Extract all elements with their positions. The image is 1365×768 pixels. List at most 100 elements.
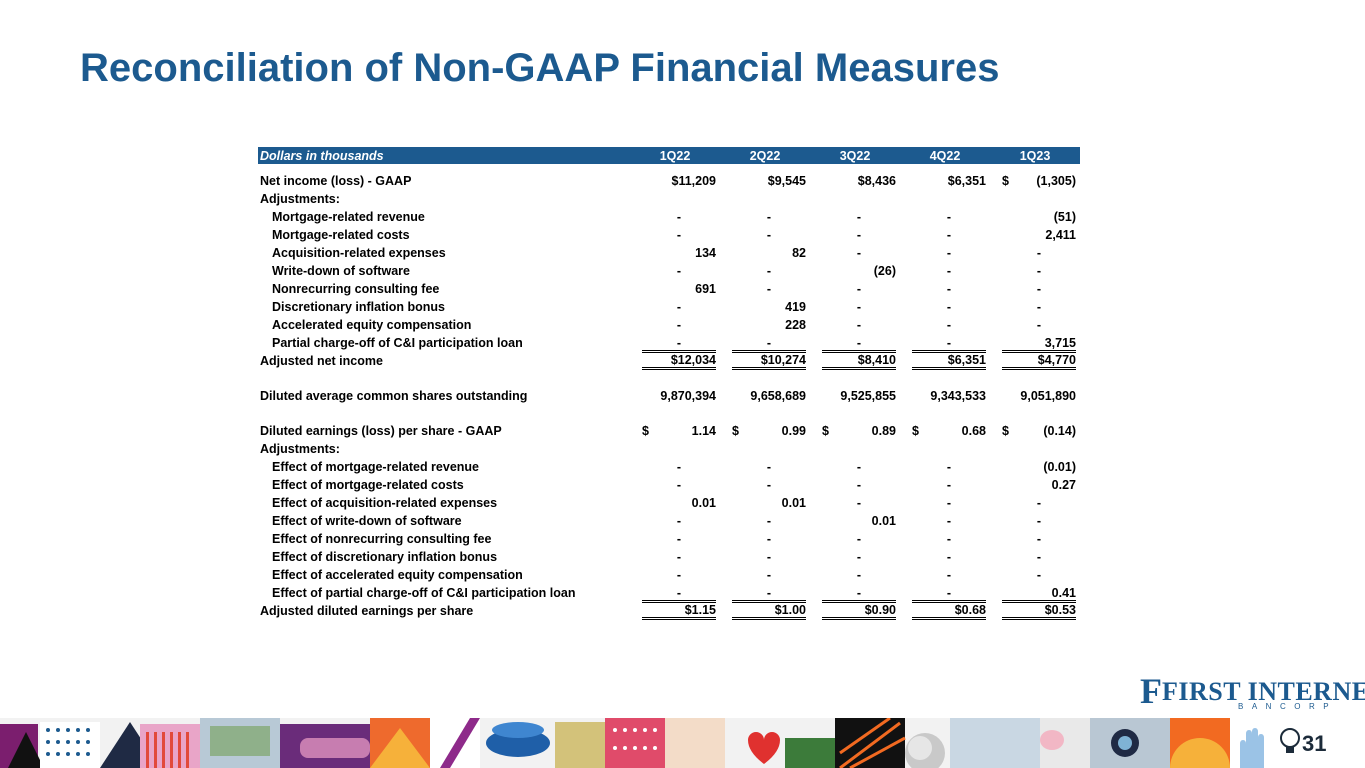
logo-mark: F (1140, 671, 1162, 711)
value-cell: - (720, 458, 810, 476)
value-cell: - (900, 584, 990, 602)
row-label: Mortgage-related costs (272, 228, 410, 242)
value-cell: - (720, 548, 810, 566)
cell-value: (0.01) (1043, 460, 1076, 474)
page-title: Reconciliation of Non-GAAP Financial Mea… (80, 46, 1000, 90)
value-cell: - (720, 584, 810, 602)
value-cell: - (630, 226, 720, 244)
value-cell: - (990, 494, 1080, 512)
cell-value: $0.68 (954, 603, 986, 617)
row-label: Effect of partial charge-off of C&I part… (272, 586, 576, 600)
table-row: Effect of acquisition-related expenses 0.… (258, 494, 1080, 512)
value-cell: $6,351 (900, 172, 990, 190)
column-header: 1Q22 (630, 147, 720, 164)
cell-value: - (766, 282, 772, 296)
value-cell: - (990, 566, 1080, 584)
dollar-sign: $ (822, 424, 829, 438)
value-cell: - (990, 244, 1080, 262)
cell-value: $0.90 (864, 603, 896, 617)
cell-value: - (856, 478, 862, 492)
cell-value: (26) (873, 264, 896, 278)
value-cell: 2,411 (990, 226, 1080, 244)
table-row: Effect of mortgage-related costs - - - - 0.27 (258, 476, 1080, 494)
logo-wordmark: FIRST INTERNET (1162, 677, 1365, 706)
cell-value: - (946, 478, 952, 492)
column-header: 2Q22 (720, 147, 810, 164)
value-cell: - (630, 208, 720, 226)
cell-value: - (946, 318, 952, 332)
table-row: Mortgage-related costs - - - - 2,411 (258, 226, 1080, 244)
dollar-sign: $ (642, 424, 649, 438)
value-cell: - (720, 262, 810, 280)
value-cell (990, 190, 1080, 208)
cell-value: 134 (695, 246, 716, 260)
row-label: Diluted earnings (loss) per share - GAAP (260, 424, 502, 438)
value-cell: 9,051,890 (990, 387, 1080, 405)
cell-value: 0.89 (871, 424, 896, 438)
cell-value: - (946, 568, 952, 582)
cell-value: 82 (792, 246, 806, 260)
cell-value: - (676, 478, 682, 492)
table-header-row: Dollars in thousands 1Q22 2Q22 3Q22 4Q22… (258, 147, 1080, 164)
value-cell: - (990, 548, 1080, 566)
cell-value: - (676, 228, 682, 242)
table-row: Effect of write-down of software - - 0.01 - - (258, 512, 1080, 530)
value-cell: 82 (720, 244, 810, 262)
cell-value: - (856, 300, 862, 314)
cell-value: $8,410 (857, 353, 896, 367)
value-cell: - (810, 584, 900, 602)
value-cell: $1.14 (630, 422, 720, 440)
cell-value: - (1036, 264, 1042, 278)
value-cell: $0.90 (810, 602, 900, 620)
cell-value: 2,411 (1045, 228, 1076, 242)
cell-value: - (856, 585, 862, 600)
cell-value: - (856, 246, 862, 260)
value-cell: - (630, 262, 720, 280)
cell-value: 9,343,533 (930, 389, 986, 403)
cell-value: - (766, 264, 772, 278)
dollar-sign: $ (732, 424, 739, 438)
value-cell: $6,351 (900, 352, 990, 370)
value-cell: $1.15 (630, 602, 720, 620)
row-label: Adjustments: (260, 192, 340, 206)
cell-value: $6,351 (947, 174, 986, 188)
cell-value: $8,436 (857, 174, 896, 188)
cell-value: - (676, 335, 682, 350)
spacer-row (258, 370, 1080, 387)
page-number: 31 (1302, 731, 1327, 756)
cell-value: - (676, 550, 682, 564)
value-cell: - (720, 530, 810, 548)
row-label: Effect of nonrecurring consulting fee (272, 532, 492, 546)
cell-value: 1.14 (691, 424, 716, 438)
value-cell: $8,410 (810, 352, 900, 370)
value-cell: 9,658,689 (720, 387, 810, 405)
value-cell: - (720, 334, 810, 352)
cell-value: - (766, 335, 772, 350)
cell-value: - (856, 318, 862, 332)
column-header: 1Q23 (990, 147, 1080, 164)
dollar-sign: $ (1002, 174, 1009, 188)
value-cell: $12,034 (630, 352, 720, 370)
cell-value: - (766, 478, 772, 492)
value-cell: - (990, 316, 1080, 334)
value-cell: 0.01 (810, 512, 900, 530)
heart-icon (748, 732, 780, 764)
cell-value: (51) (1053, 210, 1076, 224)
cell-value: - (1036, 282, 1042, 296)
table-row: Effect of nonrecurring consulting fee - - -… (258, 530, 1080, 548)
cell-value: 0.68 (961, 424, 986, 438)
value-cell: - (990, 280, 1080, 298)
dollar-sign: $ (1002, 424, 1009, 438)
value-cell: - (900, 244, 990, 262)
value-cell: - (810, 566, 900, 584)
row-label: Nonrecurring consulting fee (272, 282, 440, 296)
value-cell: $0.99 (720, 422, 810, 440)
value-cell: - (630, 584, 720, 602)
reconciliation-table: Dollars in thousands 1Q22 2Q22 3Q22 4Q22… (258, 147, 1080, 620)
value-cell: 0.01 (720, 494, 810, 512)
table-row: Net income (loss) - GAAP $11,209 $9,545 $8,… (258, 172, 1080, 190)
table-row: Effect of partial charge-off of C&I part… (258, 584, 1080, 602)
row-label: Discretionary inflation bonus (272, 300, 445, 314)
cell-value: 0.99 (781, 424, 806, 438)
value-cell: (26) (810, 262, 900, 280)
